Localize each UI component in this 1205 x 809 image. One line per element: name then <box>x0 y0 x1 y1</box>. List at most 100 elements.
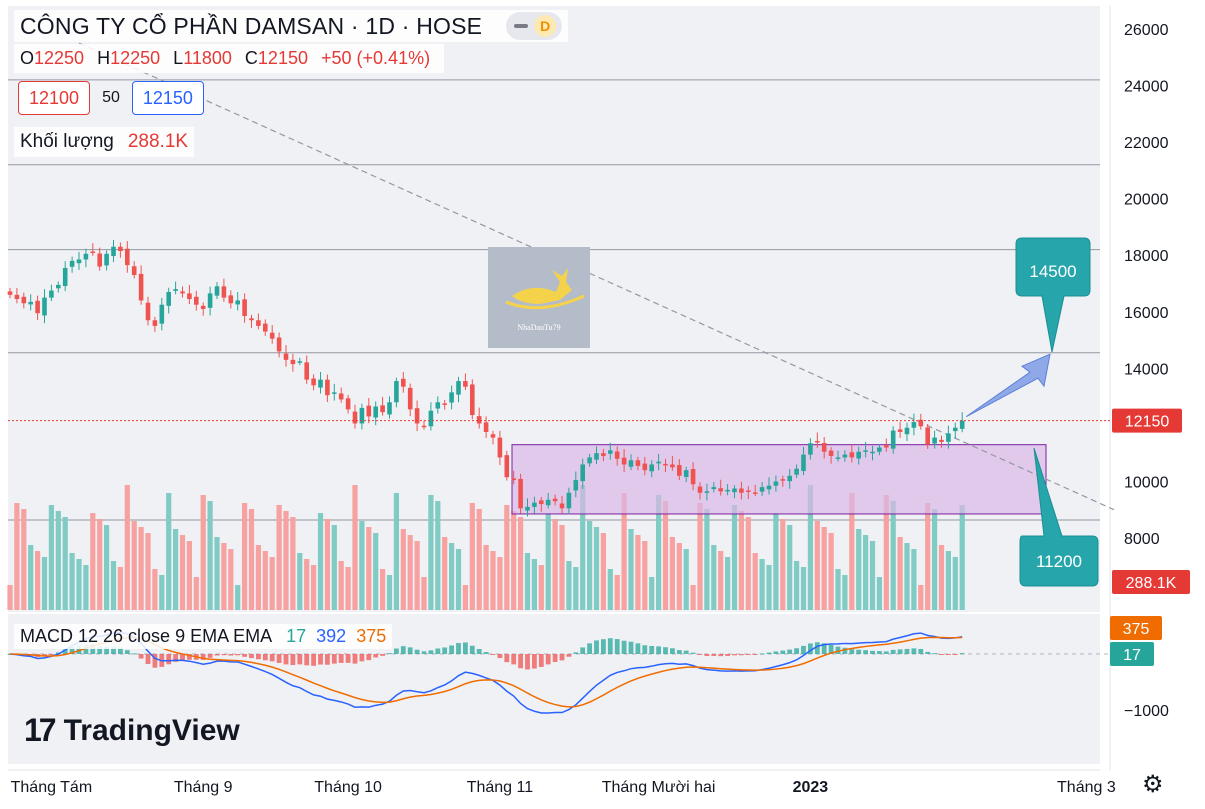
macd-hist-bar <box>476 648 482 654</box>
volume-bar <box>704 509 710 610</box>
candle-body <box>608 450 613 454</box>
last-price-tag-label: 12150 <box>1125 414 1170 431</box>
candle-body <box>856 451 861 459</box>
volume-bar <box>179 535 186 610</box>
candle-body <box>918 419 924 427</box>
macd-hist-bar <box>663 647 668 654</box>
volume-bar <box>110 561 117 610</box>
macd-hist-bar <box>683 650 689 654</box>
volume-bar <box>952 557 958 610</box>
candle-body <box>194 296 199 305</box>
volume-bar <box>228 549 234 610</box>
candle-body <box>180 291 185 294</box>
macd-hist-bar <box>532 654 537 669</box>
volume-bar <box>442 537 448 610</box>
tradingview-wordmark: TradingView <box>63 713 240 747</box>
volume-bar <box>883 495 889 610</box>
volume-bar <box>331 525 337 610</box>
volume-bar <box>552 519 558 610</box>
volume-bar <box>214 537 220 610</box>
candle-body <box>311 378 316 386</box>
time-axis[interactable]: Tháng Tám Tháng 9 Tháng 10 Tháng 11 Tháng Mư… <box>11 779 1116 796</box>
macd-hist-bar <box>124 650 130 654</box>
candle-body <box>131 266 137 276</box>
y-tick-label: 20000 <box>1124 192 1169 209</box>
volume-bar <box>83 565 89 610</box>
buy-price-button[interactable]: 12150 <box>131 81 204 115</box>
macd-hist-bar <box>180 654 185 661</box>
candle-body <box>442 403 447 405</box>
volume-bar <box>738 511 744 610</box>
macd-hist-bar <box>269 654 275 662</box>
macd-hist-bar <box>228 654 234 656</box>
candle-body <box>345 398 351 410</box>
macd-hist-bar <box>435 648 441 654</box>
macd-hist-bar <box>262 654 268 661</box>
candle-body <box>801 454 806 471</box>
macd-hist-bar <box>601 639 606 654</box>
volume-bar <box>55 511 61 610</box>
candle-body <box>200 305 206 309</box>
symbol-title[interactable]: CÔNG TY CỔ PHẦN DAMSAN · 1D · HOSE <box>20 12 483 39</box>
volume-bar <box>248 509 255 610</box>
x-tick-label: Tháng 11 <box>467 779 534 796</box>
x-tick-label: 2023 <box>793 779 829 796</box>
volume-bar <box>662 501 669 610</box>
macd-hist-bar <box>380 654 385 656</box>
volume-bar <box>614 575 620 610</box>
candle-body <box>325 379 330 396</box>
macd-hist-bar <box>407 647 413 654</box>
volume-bar <box>269 557 275 610</box>
macd-hist-bar <box>725 654 730 656</box>
candle-body <box>166 291 171 306</box>
macd-hist-bar <box>290 654 296 666</box>
candle-body <box>959 420 965 429</box>
candle-body <box>670 464 675 468</box>
macd-hist-bar <box>214 654 220 656</box>
volume-bar <box>807 485 813 610</box>
resistance-box <box>511 444 1047 515</box>
candle-body <box>704 491 710 493</box>
volume-bar <box>200 495 206 610</box>
candle-body <box>552 498 558 502</box>
candle-body <box>318 379 323 388</box>
price-axis[interactable]: 8000100001200014000160001800020000220002… <box>1110 22 1190 720</box>
macd-hist-bar <box>538 654 544 667</box>
macd-hist-bar <box>318 654 323 665</box>
tradingview-logo[interactable]: 17 TradingView <box>24 712 240 749</box>
candle-body <box>711 487 717 490</box>
candle-body <box>877 447 882 452</box>
macd-hist-bar <box>311 654 316 666</box>
candle-body <box>380 405 385 413</box>
candle-body <box>125 248 130 266</box>
volume-bar <box>642 541 648 610</box>
candle-body <box>21 296 27 304</box>
sell-price-button[interactable]: 12100 <box>18 81 91 115</box>
market-status-badge[interactable]: D <box>506 12 563 40</box>
candle-body <box>414 408 420 424</box>
candle-body <box>746 490 751 492</box>
y-tick-label: 22000 <box>1124 135 1169 152</box>
macd-hist-bar <box>456 643 461 654</box>
candle-body <box>863 450 868 452</box>
candle-body <box>635 460 641 466</box>
volume-bar <box>324 519 330 610</box>
watermark-text: NhaDauTu79 <box>517 323 560 332</box>
open-key: O <box>20 48 35 68</box>
macd-hist-bar <box>62 649 68 654</box>
volume-bar <box>511 511 517 610</box>
macd-hist-bar <box>649 646 655 654</box>
spread-value: 50 <box>102 89 120 106</box>
macd-hist-bar <box>897 649 903 654</box>
volume-bar <box>794 561 800 610</box>
volume-bar <box>628 529 634 610</box>
gear-icon[interactable]: ⚙ <box>1142 771 1164 798</box>
macd-hist-bar <box>580 647 586 654</box>
candle-body <box>842 454 848 458</box>
signal-tag-label: 375 <box>1123 621 1150 638</box>
macd-hist-bar <box>131 653 137 655</box>
macd-hist-bar <box>835 646 841 654</box>
macd-hist-bar <box>414 649 420 654</box>
macd-hist-bar <box>959 653 965 655</box>
